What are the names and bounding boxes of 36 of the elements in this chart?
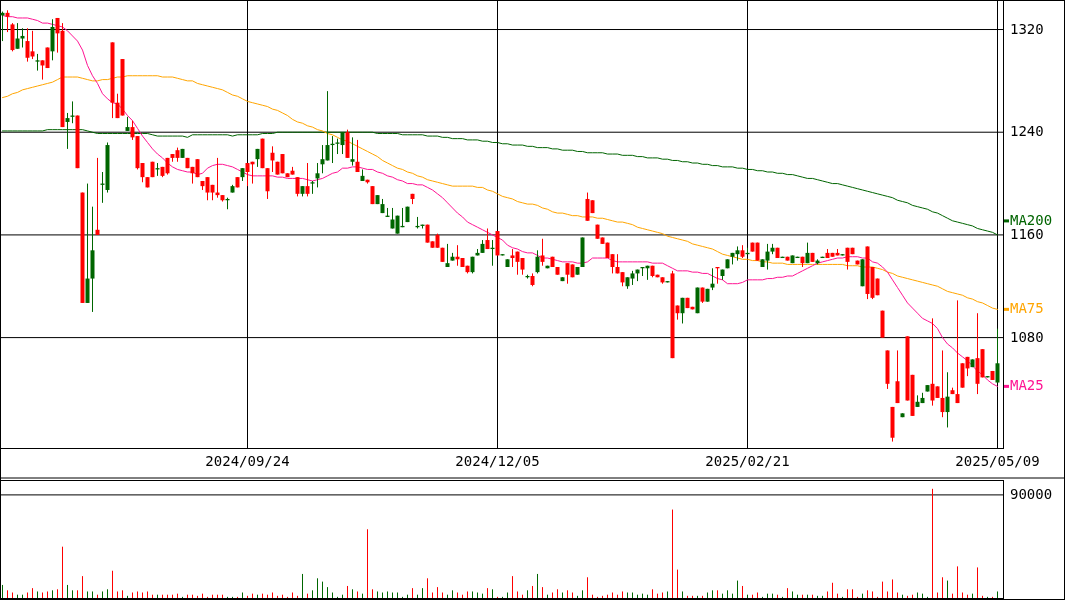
candlestick xyxy=(95,157,100,236)
x-tick-label: 2024/09/24 xyxy=(205,453,290,469)
candlestick xyxy=(710,267,715,291)
x-tick-label: 2025/05/09 xyxy=(955,453,1040,469)
candlestick xyxy=(295,176,300,197)
candlestick xyxy=(315,162,320,188)
legend-label: MA25 xyxy=(1010,377,1044,394)
candlestick xyxy=(940,349,945,418)
candlestick xyxy=(895,349,900,404)
line-series xyxy=(2,75,998,310)
y-tick-label: 90000 xyxy=(1010,485,1053,502)
candlestick xyxy=(265,167,270,200)
legend-label: MA75 xyxy=(1010,300,1044,317)
candlestick xyxy=(305,162,310,197)
x-tick-label: 2024/12/05 xyxy=(455,453,540,469)
candlestick xyxy=(20,27,25,48)
y-tick-label: 1160 xyxy=(1010,225,1044,242)
candlestick xyxy=(995,328,1000,384)
y-tick-label: 1320 xyxy=(1010,20,1044,37)
candlestick xyxy=(355,139,360,173)
candlestick xyxy=(5,9,10,33)
candlestick xyxy=(540,238,545,267)
candlestick xyxy=(945,371,950,428)
candlestick xyxy=(15,22,20,50)
candlestick xyxy=(30,30,35,60)
candlestick xyxy=(535,249,540,274)
x-tick-label: 2025/02/21 xyxy=(705,453,790,469)
candlestick xyxy=(680,297,685,324)
y-tick-label: 1240 xyxy=(1010,123,1044,140)
y-tick-label: 1080 xyxy=(1010,328,1044,345)
candlestick xyxy=(350,136,355,167)
candlestick xyxy=(765,243,770,271)
candlestick xyxy=(270,145,275,173)
candlestick xyxy=(955,299,960,404)
legend-label: MA200 xyxy=(1010,211,1053,228)
line-series xyxy=(2,14,998,387)
